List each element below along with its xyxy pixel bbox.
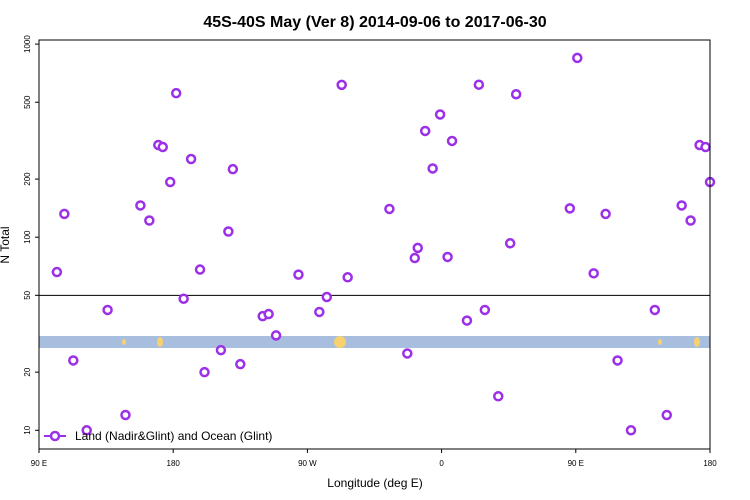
data-point bbox=[700, 141, 711, 153]
y-tick-label: 100 bbox=[23, 230, 32, 244]
data-point bbox=[479, 304, 491, 316]
map-band-ocean bbox=[39, 336, 710, 348]
data-point bbox=[461, 315, 473, 326]
x-tick-label: 180 bbox=[703, 459, 717, 468]
y-tick-label: 50 bbox=[23, 290, 32, 299]
data-point bbox=[227, 163, 239, 175]
data-point bbox=[144, 215, 155, 226]
x-tick-label: 90 E bbox=[31, 459, 47, 468]
data-point bbox=[199, 366, 210, 378]
x-tick-label: 0 bbox=[439, 459, 444, 468]
data-point bbox=[510, 88, 522, 100]
data-point bbox=[384, 203, 395, 215]
data-point bbox=[157, 141, 169, 153]
x-axis-label: Longitude (deg E) bbox=[327, 476, 422, 490]
data-point bbox=[235, 358, 246, 370]
data-point bbox=[51, 266, 63, 278]
data-point bbox=[409, 252, 421, 264]
data-point bbox=[59, 208, 70, 220]
data-point bbox=[178, 293, 189, 304]
data-point bbox=[661, 409, 673, 421]
data-point bbox=[81, 425, 92, 436]
data-point bbox=[625, 425, 637, 436]
data-point bbox=[336, 79, 347, 91]
legend-marker bbox=[49, 430, 61, 442]
data-point bbox=[120, 409, 131, 421]
data-point bbox=[68, 355, 79, 366]
data-point bbox=[342, 272, 353, 283]
data-point bbox=[473, 79, 485, 90]
data-point bbox=[419, 125, 431, 137]
data-point bbox=[649, 304, 661, 316]
x-tick-label: 180 bbox=[167, 459, 181, 468]
data-point bbox=[194, 264, 206, 275]
data-points bbox=[51, 52, 716, 436]
x-tick-label: 90 W bbox=[298, 459, 317, 468]
data-point bbox=[588, 268, 599, 279]
data-point bbox=[102, 304, 113, 316]
legend: Land (Nadir&Glint) and Ocean (Glint) bbox=[44, 429, 272, 443]
data-point bbox=[572, 52, 583, 64]
y-tick-label: 10 bbox=[23, 425, 32, 434]
y-tick-label: 200 bbox=[23, 172, 32, 186]
data-point bbox=[600, 208, 611, 220]
map-band-land bbox=[122, 339, 126, 345]
data-point bbox=[676, 200, 687, 211]
plot-axes: 90 E 180 90 W 0 90 E 180 10 20 50 100 200 500 1000 bbox=[23, 35, 717, 468]
data-point bbox=[493, 391, 504, 402]
data-point bbox=[321, 291, 333, 303]
data-point bbox=[185, 153, 197, 165]
legend-label: Land (Nadir&Glint) and Ocean (Glint) bbox=[75, 429, 272, 443]
data-point bbox=[434, 109, 446, 120]
data-point bbox=[427, 163, 438, 174]
data-point bbox=[215, 344, 227, 356]
map-band-land bbox=[694, 337, 700, 347]
data-point bbox=[314, 306, 325, 318]
y-tick-label: 500 bbox=[23, 95, 32, 109]
x-tick-label: 90 E bbox=[568, 459, 584, 468]
data-point bbox=[223, 226, 234, 237]
data-point bbox=[412, 242, 423, 254]
data-point bbox=[685, 215, 696, 226]
y-tick-label: 1000 bbox=[23, 35, 32, 53]
y-axis-label: N Total bbox=[0, 226, 12, 263]
data-point bbox=[164, 176, 176, 188]
plot-frame bbox=[38, 39, 711, 450]
data-point bbox=[442, 251, 453, 263]
map-band bbox=[39, 336, 710, 348]
data-point bbox=[135, 200, 146, 211]
data-point bbox=[170, 87, 182, 99]
data-point bbox=[446, 135, 458, 147]
data-point bbox=[612, 355, 623, 366]
data-point bbox=[293, 269, 304, 280]
map-band-land bbox=[658, 339, 662, 345]
data-point bbox=[564, 203, 576, 214]
map-band-land bbox=[334, 336, 346, 348]
y-tick-label: 20 bbox=[23, 367, 32, 376]
data-point bbox=[270, 330, 282, 341]
data-point bbox=[504, 238, 516, 249]
data-point bbox=[263, 308, 274, 320]
map-band-land bbox=[157, 337, 163, 347]
data-point bbox=[402, 348, 413, 359]
chart-title: 45S-40S May (Ver 8) 2014-09-06 to 2017-0… bbox=[203, 14, 546, 31]
